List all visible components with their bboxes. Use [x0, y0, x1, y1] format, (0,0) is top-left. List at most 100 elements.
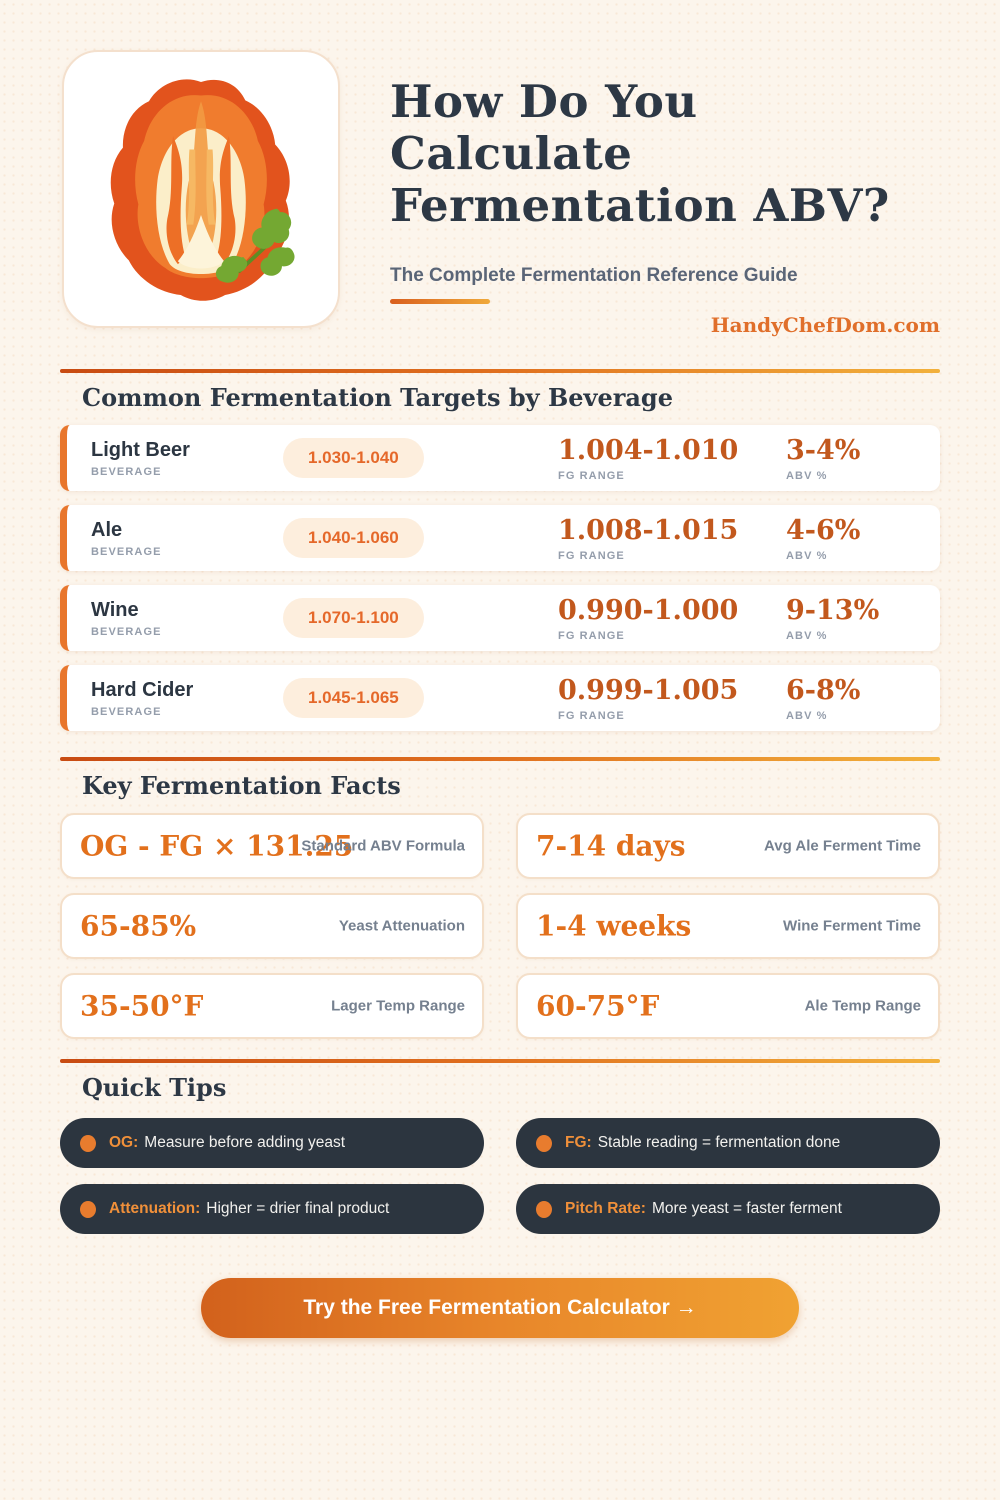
- section-divider: [60, 369, 940, 373]
- section-divider: [60, 757, 940, 761]
- fact-label: Lager Temp Range: [331, 997, 465, 1015]
- cabbage-illustration: [110, 79, 295, 301]
- abv-label: ABV %: [786, 469, 828, 482]
- beverage-name-block: Hard Cider BEVERAGE: [91, 679, 283, 718]
- title-line-1: How Do You: [390, 75, 698, 128]
- bullet-dot-icon: [536, 1134, 552, 1152]
- tip-text: Stable reading = fermentation done: [597, 1134, 841, 1151]
- fg-range-label: FG RANGE: [558, 469, 625, 482]
- section-title-tips: Quick Tips: [82, 1073, 227, 1102]
- abv-value: 9-13%: [786, 594, 880, 626]
- tip-text: More yeast = faster ferment: [651, 1200, 842, 1217]
- og-range-cell: 1.030-1.040: [283, 438, 558, 478]
- abv-value: 3-4%: [786, 434, 861, 466]
- tip-fg: FG: Stable reading = fermentation done: [516, 1118, 940, 1168]
- beverage-label: BEVERAGE: [91, 465, 162, 478]
- beverage-name-block: Wine BEVERAGE: [91, 599, 283, 638]
- fact-label: Standard ABV Formula: [301, 837, 465, 855]
- page-title: How Do You Calculate Fermentation ABV?: [390, 76, 940, 232]
- beverage-name: Hard Cider: [91, 678, 194, 701]
- og-range-pill: 1.040-1.060: [283, 518, 424, 558]
- beverage-label: BEVERAGE: [91, 545, 162, 558]
- accent-underline: [390, 299, 490, 304]
- og-range-cell: 1.045-1.065: [283, 678, 558, 718]
- abv-cell: 9-13% ABV %: [786, 595, 916, 642]
- tips-grid: OG: Measure before adding yeast FG: Stab…: [60, 1118, 940, 1234]
- abv-value: 6-8%: [786, 674, 861, 706]
- subtitle: The Complete Fermentation Reference Guid…: [390, 265, 798, 286]
- fact-card-lager-temp: 35-50°F Lager Temp Range: [60, 973, 484, 1039]
- fact-value: 65-85%: [80, 909, 197, 943]
- fg-range-cell: 0.999-1.005 FG RANGE: [558, 675, 786, 722]
- tip-text: Higher = drier final product: [206, 1200, 390, 1217]
- fg-range-label: FG RANGE: [558, 709, 625, 722]
- parsley-leaves: [215, 208, 295, 283]
- beverage-name-block: Ale BEVERAGE: [91, 519, 283, 558]
- fg-range-cell: 1.004-1.010 FG RANGE: [558, 435, 786, 482]
- fact-value: 35-50°F: [80, 989, 204, 1023]
- fact-value: OG - FG × 131.25: [80, 829, 354, 863]
- bullet-dot-icon: [80, 1134, 96, 1152]
- beverage-table: Light Beer BEVERAGE 1.030-1.040 1.004-1.…: [60, 425, 940, 731]
- abv-value: 4-6%: [786, 514, 861, 546]
- fact-card-ale-temp: 60-75°F Ale Temp Range: [516, 973, 940, 1039]
- cta-button[interactable]: Try the Free Fermentation Calculator →: [201, 1278, 799, 1338]
- abv-cell: 3-4% ABV %: [786, 435, 916, 482]
- fact-card-ale-ferment-time: 7-14 days Avg Ale Ferment Time: [516, 813, 940, 879]
- fact-label: Avg Ale Ferment Time: [764, 837, 921, 855]
- brand-link[interactable]: HandyChefDom.com: [710, 313, 940, 337]
- tip-term: OG:: [109, 1134, 139, 1151]
- title-line-3: Fermentation ABV?: [390, 179, 890, 232]
- fg-range-value: 1.004-1.010: [558, 434, 739, 466]
- title-line-2: Calculate: [390, 127, 633, 180]
- tip-term: Pitch Rate:: [565, 1200, 646, 1217]
- abv-label: ABV %: [786, 549, 828, 562]
- table-row-ale: Ale BEVERAGE 1.040-1.060 1.008-1.015 FG …: [60, 505, 940, 571]
- og-range-cell: 1.040-1.060: [283, 518, 558, 558]
- facts-grid: OG - FG × 131.25 Standard ABV Formula 7-…: [60, 813, 940, 1039]
- og-range-cell: 1.070-1.100: [283, 598, 558, 638]
- header-text: How Do You Calculate Fermentation ABV? T…: [390, 50, 940, 337]
- fg-range-cell: 1.008-1.015 FG RANGE: [558, 515, 786, 562]
- beverage-name: Wine: [91, 598, 139, 621]
- fact-value: 7-14 days: [536, 829, 686, 863]
- tip-text: Measure before adding yeast: [144, 1134, 346, 1151]
- fg-range-label: FG RANGE: [558, 629, 625, 642]
- table-row-hard-cider: Hard Cider BEVERAGE 1.045-1.065 0.999-1.…: [60, 665, 940, 731]
- content: Common Fermentation Targets by Beverage …: [0, 369, 1000, 1338]
- tip-term: Attenuation:: [109, 1200, 201, 1217]
- fg-range-value: 0.999-1.005: [558, 674, 739, 706]
- beverage-name-block: Light Beer BEVERAGE: [91, 439, 283, 478]
- table-row-light-beer: Light Beer BEVERAGE 1.030-1.040 1.004-1.…: [60, 425, 940, 491]
- section-title-targets: Common Fermentation Targets by Beverage: [82, 383, 673, 412]
- fg-range-cell: 0.990-1.000 FG RANGE: [558, 595, 786, 642]
- abv-cell: 4-6% ABV %: [786, 515, 916, 562]
- beverage-name: Ale: [91, 518, 123, 541]
- og-range-pill: 1.045-1.065: [283, 678, 424, 718]
- fact-value: 1-4 weeks: [536, 909, 692, 943]
- fact-card-wine-ferment-time: 1-4 weeks Wine Ferment Time: [516, 893, 940, 959]
- fg-range-label: FG RANGE: [558, 549, 625, 562]
- beverage-name: Light Beer: [91, 438, 190, 461]
- fg-range-value: 1.008-1.015: [558, 514, 739, 546]
- fact-label: Ale Temp Range: [804, 997, 921, 1015]
- bullet-dot-icon: [80, 1200, 96, 1218]
- abv-label: ABV %: [786, 629, 828, 642]
- tip-attenuation: Attenuation: Higher = drier final produc…: [60, 1184, 484, 1234]
- tip-pitch-rate: Pitch Rate: More yeast = faster ferment: [516, 1184, 940, 1234]
- fact-card-yeast-attenuation: 65-85% Yeast Attenuation: [60, 893, 484, 959]
- fact-value: 60-75°F: [536, 989, 660, 1023]
- og-range-pill: 1.030-1.040: [283, 438, 424, 478]
- og-range-pill: 1.070-1.100: [283, 598, 424, 638]
- bullet-dot-icon: [536, 1200, 552, 1218]
- beverage-label: BEVERAGE: [91, 705, 162, 718]
- fact-card-abv-formula: OG - FG × 131.25 Standard ABV Formula: [60, 813, 484, 879]
- section-title-facts: Key Fermentation Facts: [82, 771, 401, 800]
- fg-range-value: 0.990-1.000: [558, 594, 739, 626]
- table-row-wine: Wine BEVERAGE 1.070-1.100 0.990-1.000 FG…: [60, 585, 940, 651]
- header: How Do You Calculate Fermentation ABV? T…: [0, 0, 1000, 337]
- abv-cell: 6-8% ABV %: [786, 675, 916, 722]
- fact-label: Yeast Attenuation: [338, 917, 465, 935]
- beverage-label: BEVERAGE: [91, 625, 162, 638]
